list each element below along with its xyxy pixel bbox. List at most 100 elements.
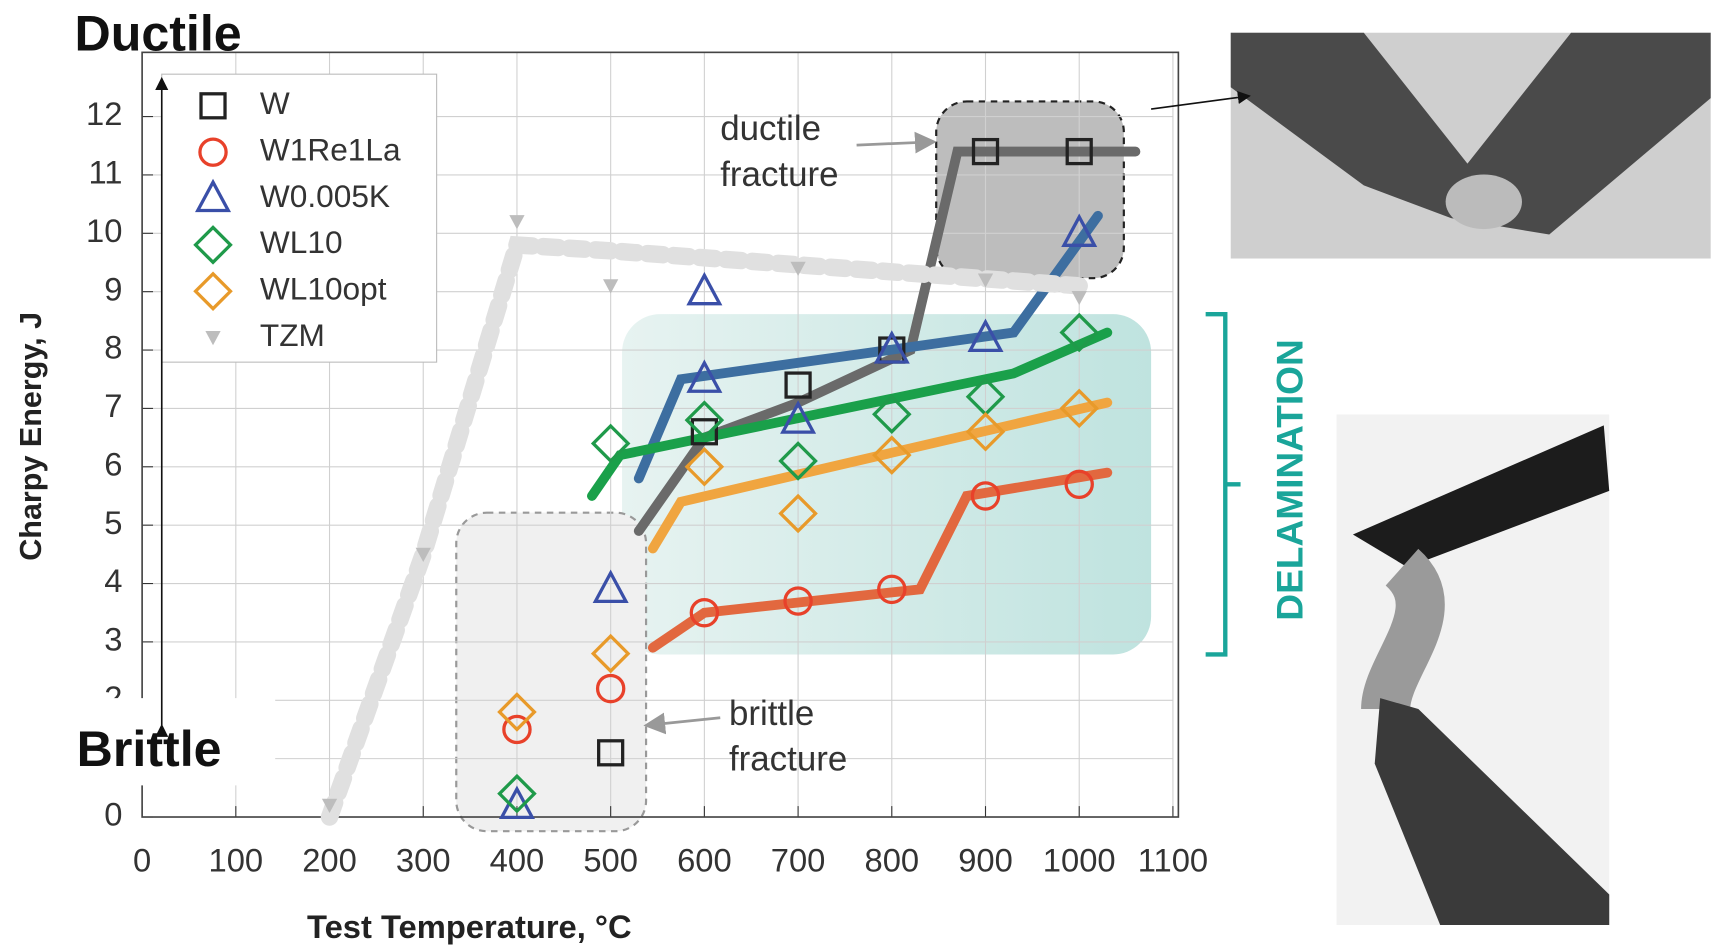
ductile-label: Ductile: [74, 5, 241, 61]
photo-ductile: [1230, 32, 1711, 259]
marker-diamond: [193, 271, 233, 312]
annotation-arrow: [643, 712, 721, 735]
marker-down: [509, 215, 525, 230]
marker-triangle: [967, 318, 1004, 353]
plot-area: 0 100 200 300 400 500 600 700 800 900 1000 1100 0 12 3…: [86, 51, 1208, 878]
delamination-region: [622, 314, 1152, 655]
marker-square: [784, 371, 812, 399]
marker-diamond: [965, 411, 1006, 452]
annotation: fracture: [729, 740, 847, 779]
brittle-region: [455, 511, 648, 833]
legend-label: W1Re1La: [260, 132, 401, 168]
y-tick-label: 9: [104, 270, 122, 307]
marker-diamond: [684, 400, 725, 440]
marker-diamond: [872, 435, 912, 475]
marker-circle: [783, 586, 813, 616]
marker-down: [415, 547, 431, 562]
annotation: fracture: [720, 155, 838, 194]
y-tick-label: 8: [104, 329, 122, 366]
fit-line: [320, 235, 1088, 826]
brittle-label-bg: [67, 698, 276, 786]
marker-down: [1071, 290, 1087, 306]
x-tick-label: 1000: [1043, 841, 1116, 878]
marker-diamond: [193, 225, 233, 265]
marker-diamond: [872, 394, 912, 435]
x-axis-label: Test Temperature, °C: [307, 908, 632, 945]
marker-square: [597, 739, 625, 767]
x-tick-label: 400: [490, 841, 545, 878]
legend-label: TZM: [260, 317, 325, 353]
plot-frame: [141, 51, 1180, 818]
y-tick-label: 0: [104, 796, 122, 833]
marker-circle: [1064, 469, 1094, 500]
marker-square: [690, 418, 719, 446]
fit-line: [587, 327, 1113, 501]
fit-line: [633, 210, 1103, 484]
legend-box: [161, 73, 438, 363]
y-tick-label: 11: [89, 154, 123, 191]
annotation: brittle: [729, 694, 814, 733]
x-tick-label: 700: [771, 841, 826, 878]
x-tick-label: 0: [133, 841, 151, 878]
marker-down: [977, 273, 994, 288]
marker-circle: [595, 673, 626, 704]
legend-label: W: [260, 85, 290, 121]
marker-circle: [877, 574, 907, 605]
marker-triangle: [780, 400, 817, 434]
marker-circle: [502, 714, 532, 745]
y-tick-label: 10: [86, 212, 122, 249]
delamination-bracket: [1205, 311, 1241, 657]
marker-square: [1065, 137, 1093, 166]
marker-circle: [970, 481, 1001, 511]
annotation: ductile: [720, 109, 821, 148]
annotation-arrow: [856, 131, 937, 154]
x-tick-label: 900: [958, 841, 1013, 878]
marker-triangle: [195, 178, 232, 213]
marker-diamond: [684, 447, 725, 487]
marker-diamond: [778, 441, 818, 481]
x-tick-label: 1100: [1138, 841, 1208, 878]
marker-square: [971, 137, 1000, 166]
marker-triangle: [1061, 213, 1098, 247]
photo-delamination: [1336, 414, 1610, 926]
photo-arrow: [1150, 91, 1251, 110]
y-tick-label: 3: [104, 621, 122, 658]
y-tick-label: 12: [86, 95, 122, 132]
marker-diamond: [497, 692, 537, 732]
marker-triangle: [686, 271, 723, 306]
x-tick-label: 500: [583, 841, 638, 878]
marker-diamond: [590, 633, 631, 674]
brittle-label: Brittle: [77, 721, 222, 777]
marker-down: [790, 261, 806, 276]
marker-diamond: [778, 493, 818, 534]
x-tick-label: 200: [302, 841, 357, 878]
delamination-label: DELAMINATION: [1269, 339, 1311, 621]
marker-diamond: [497, 773, 537, 814]
y-tick-label: 6: [104, 445, 122, 482]
y-axis-label: Charpy Energy, J: [14, 312, 48, 561]
marker-triangle: [592, 569, 629, 604]
marker-diamond: [1059, 312, 1099, 353]
marker-circle: [689, 597, 720, 628]
marker-square: [199, 92, 227, 120]
y-tick-label: 4: [104, 562, 122, 599]
y-tick-label: 5: [104, 504, 122, 541]
marker-diamond: [1059, 388, 1099, 429]
fit-line: [633, 146, 1141, 536]
ductile-region: [935, 100, 1125, 280]
marker-triangle: [873, 330, 910, 364]
x-tick-label: 800: [864, 841, 919, 878]
fit-line: [647, 467, 1113, 653]
x-tick-label: 600: [677, 841, 732, 878]
marker-circle: [198, 137, 228, 167]
fit-line: [647, 397, 1113, 554]
x-tick-label: 100: [209, 841, 264, 878]
marker-down: [321, 798, 338, 813]
x-tick-label: 300: [396, 841, 451, 878]
marker-down: [603, 279, 619, 294]
marker-triangle: [686, 359, 723, 393]
marker-diamond: [590, 423, 631, 464]
legend-label: W0.005K: [260, 178, 390, 214]
